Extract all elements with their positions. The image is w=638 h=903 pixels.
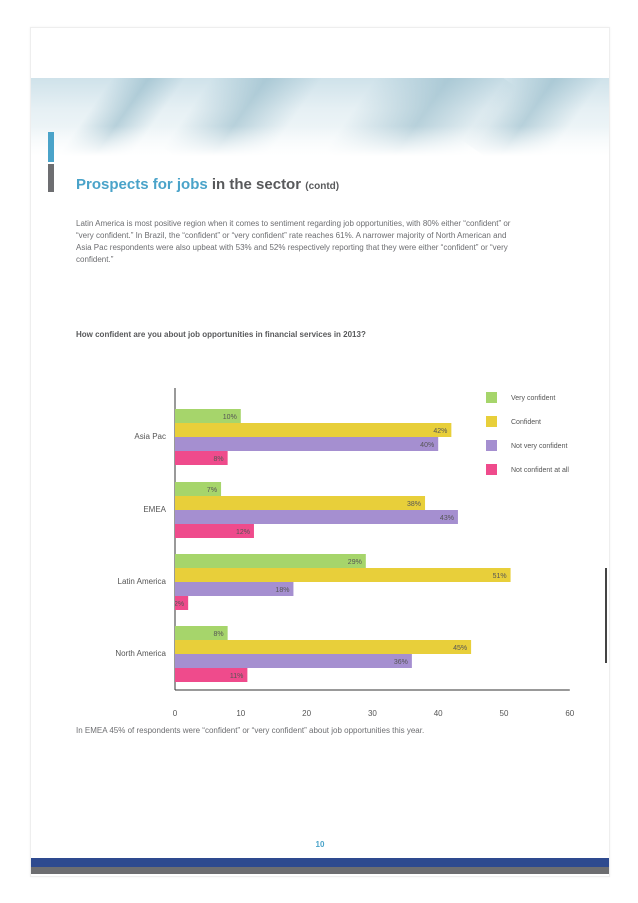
x-tick-label-20: 20 [302,709,311,718]
category-label-north-america: North America [115,649,166,658]
chart-question: How confident are you about job opportun… [76,330,366,339]
legend-label-very-confident: Very confident [511,395,555,402]
bar-asia-pac-confident [175,423,452,437]
category-label-emea: EMEA [143,505,166,514]
title-highlight: Prospects for jobs [76,176,208,193]
bar-north-america-very-confident [175,626,228,640]
data-label-asia-pac-confident: 42% [433,428,447,435]
bar-latin-america-not-confident-at-all [175,596,189,610]
footer-blue-band [31,858,609,867]
legend-label-not-very-confident: Not very confident [511,443,567,450]
bar-asia-pac-not-confident-at-all [175,451,228,465]
page-title: Prospects for jobs in the sector (contd) [76,176,339,193]
title-main: in the sector [207,176,302,193]
title-accent-blue [48,132,54,162]
data-label-latin-america-not-confident-at-all: 2% [174,601,184,608]
category-label-asia-pac: Asia Pac [134,432,166,441]
legend-swatch-very-confident [486,392,497,403]
bar-north-america-confident [175,640,472,654]
data-label-emea-very-confident: 7% [207,487,217,494]
legend-swatch-not-very-confident [486,440,497,451]
data-label-emea-not-very-confident: 43% [440,515,454,522]
data-label-north-america-not-very-confident: 36% [394,659,408,666]
data-label-north-america-very-confident: 8% [214,631,224,638]
report-page: 10 [30,27,610,877]
data-label-latin-america-not-very-confident: 18% [275,587,289,594]
header-banner-image [31,78,609,156]
legend-swatch-not-confident-at-all [486,464,497,475]
data-label-latin-america-very-confident: 29% [348,559,362,566]
x-tick-label-40: 40 [434,709,443,718]
data-label-emea-not-confident-at-all: 12% [236,529,250,536]
footer-gray-band [31,867,609,874]
bar-asia-pac-very-confident [175,409,241,423]
bar-latin-america-very-confident [175,554,366,568]
legend-label-confident: Confident [511,419,541,426]
bar-emea-not-very-confident [175,510,458,524]
data-label-asia-pac-not-confident-at-all: 8% [214,456,224,463]
x-tick-label-30: 30 [368,709,377,718]
intro-paragraph: Latin America is most positive region wh… [76,219,511,264]
bar-latin-america-confident [175,568,511,582]
legend-swatch-confident [486,416,497,427]
bar-emea-not-confident-at-all [175,524,254,538]
title-suffix: (contd) [305,181,340,192]
x-tick-label-60: 60 [565,709,574,718]
bar-asia-pac-not-very-confident [175,437,439,451]
x-tick-label-0: 0 [173,709,178,718]
data-label-asia-pac-not-very-confident: 40% [420,442,434,449]
title-accent-gray [48,164,54,192]
data-label-north-america-confident: 45% [453,645,467,652]
category-label-latin-america: Latin America [118,577,167,586]
x-tick-label-50: 50 [500,709,509,718]
data-label-latin-america-confident: 51% [493,573,507,580]
bar-emea-confident [175,496,426,510]
page-number: 10 [315,840,325,849]
chart-footnote: In EMEA 45% of respondents were “confide… [76,726,425,735]
x-tick-label-10: 10 [236,709,245,718]
data-label-north-america-not-confident-at-all: 11% [230,673,244,680]
edge-marker [605,568,607,663]
data-label-emea-confident: 38% [407,501,421,508]
data-label-asia-pac-very-confident: 10% [223,414,237,421]
legend-label-not-confident-at-all: Not confident at all [511,467,569,474]
bar-latin-america-not-very-confident [175,582,294,596]
bar-north-america-not-confident-at-all [175,668,248,682]
bar-emea-very-confident [175,482,222,496]
bar-north-america-not-very-confident [175,654,412,668]
